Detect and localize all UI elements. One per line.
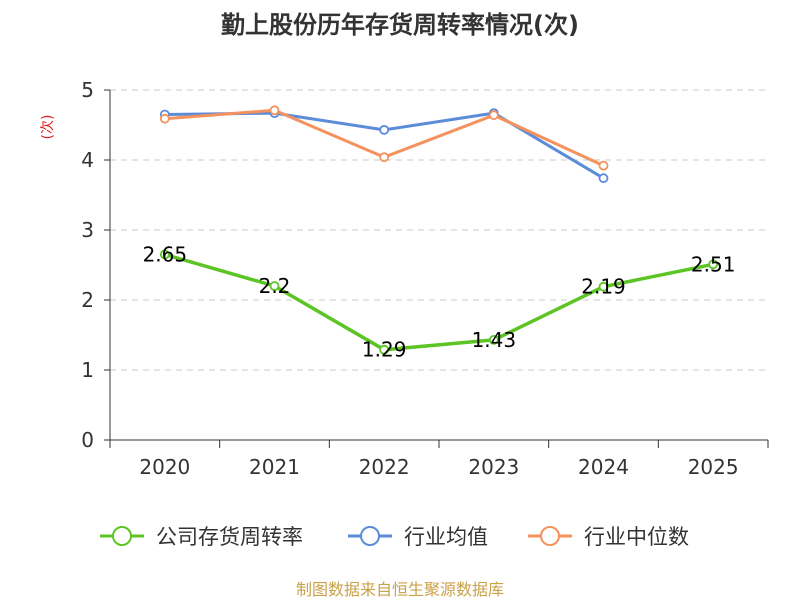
legend-label: 行业均值	[404, 525, 488, 549]
legend: 公司存货周转率 行业均值 行业中位数	[100, 525, 689, 549]
x-tick-label: 2021	[249, 455, 300, 479]
data-point	[159, 113, 170, 124]
x-tick-label: 2023	[468, 455, 519, 479]
axis-layer: 0 1 2 3 4 5 2020 2021 2022 2023 2024 2025	[81, 78, 769, 479]
y-tick-label: 3	[81, 218, 94, 242]
legend-marker	[540, 526, 560, 546]
data-label: 2.19	[581, 275, 626, 299]
legend-item: 行业均值	[348, 525, 488, 549]
data-point	[379, 152, 390, 163]
data-label: 2.2	[259, 274, 291, 298]
series-line	[164, 111, 605, 180]
legend-marker	[360, 526, 380, 546]
legend-label: 公司存货周转率	[156, 525, 303, 549]
data-point	[269, 281, 280, 291]
x-tick-label: 2022	[359, 455, 410, 479]
series-0	[159, 249, 719, 355]
data-point	[598, 160, 609, 171]
y-tick-label: 0	[81, 428, 94, 452]
series-1	[159, 108, 609, 184]
data-point	[598, 281, 609, 292]
data-point	[488, 110, 499, 121]
y-tick-label: 1	[81, 358, 94, 382]
grid-layer	[110, 89, 768, 371]
x-tick-label: 2024	[578, 455, 629, 479]
legend-item: 行业中位数	[528, 525, 689, 549]
legend-marker	[112, 526, 132, 546]
data-point	[488, 334, 499, 345]
data-label: 1.29	[362, 338, 407, 362]
legend-item: 公司存货周转率	[100, 525, 303, 549]
data-label: 2.65	[143, 243, 188, 267]
series-line	[164, 252, 714, 352]
data-label: 1.43	[472, 328, 517, 352]
data-point	[708, 259, 719, 270]
data-label-layer: 2.65 2.2 1.29 1.43 2.19 2.51	[143, 243, 736, 362]
y-tick-label: 4	[81, 148, 94, 172]
legend-label: 行业中位数	[584, 525, 689, 549]
data-point	[159, 249, 170, 260]
data-point	[598, 173, 609, 184]
source-note: 制图数据来自恒生聚源数据库	[296, 580, 504, 599]
x-tick-label: 2025	[688, 455, 739, 479]
data-point	[379, 124, 390, 135]
data-point	[379, 344, 390, 355]
series-2	[159, 105, 609, 171]
chart-title: 勤上股份历年存货周转率情况(次)	[221, 11, 579, 39]
y-tick-label: 5	[81, 78, 94, 102]
data-point	[269, 105, 280, 116]
y-tick-label: 2	[81, 288, 94, 312]
x-tick-label: 2020	[139, 455, 190, 479]
series-layer	[159, 105, 719, 355]
y-axis-label: (次)	[40, 115, 56, 140]
data-label: 2.51	[691, 252, 736, 276]
